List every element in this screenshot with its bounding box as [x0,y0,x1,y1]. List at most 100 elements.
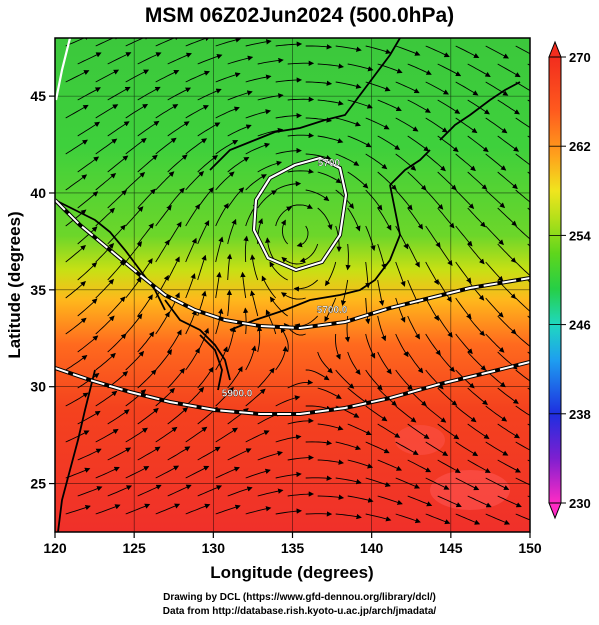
colorbar-tick-label: 238 [569,407,591,422]
y-axis-label: Latitude (degrees) [5,211,24,358]
streamline [155,137,177,155]
streamline [527,63,530,66]
streamline [305,475,333,481]
streamline [467,135,489,153]
streamline [245,109,272,119]
streamline [125,69,150,83]
streamline [280,219,289,245]
streamline [347,423,372,436]
streamline [125,389,147,407]
streamline [317,171,342,184]
streamline [167,121,190,137]
streamline [95,466,120,479]
streamline [527,495,530,498]
streamline [77,262,98,281]
streamline [275,77,303,83]
streamline [249,290,259,317]
streamline [185,237,197,263]
streamline [197,154,219,173]
streamline [365,225,376,251]
streamline [287,168,314,174]
streamline [425,441,449,456]
streamline [515,477,530,486]
streamline [275,41,303,47]
streamline [325,261,337,287]
streamline [287,491,315,497]
streamline [347,99,373,109]
streamline [425,153,446,172]
streamline [215,106,240,119]
streamline [467,99,490,115]
streamline [515,261,530,281]
streamline [280,327,289,353]
graticule [55,38,530,532]
contour-labels: 5700.0 5900.0 5700 [222,158,348,400]
x-axis: 120 125 130 135 140 145 150 [43,532,542,556]
streamline [95,352,116,371]
streamline [167,484,192,497]
streamline [107,409,130,425]
streamline [243,235,249,263]
streamline [305,405,332,411]
streamline [167,256,180,281]
streamline [377,423,401,438]
colorbar-tick-label: 230 [569,496,591,511]
streamline [437,243,453,266]
streamline [65,280,86,299]
streamline [155,239,170,263]
streamline [185,70,210,83]
streamline [65,392,89,407]
streamline [65,70,90,83]
streamline [317,494,345,500]
streamline [287,454,314,461]
streamline [137,188,156,209]
streamline [497,459,522,473]
streamline [197,88,222,101]
streamline [317,387,342,399]
streamline [137,154,158,173]
streamline [185,347,200,371]
streamline [437,279,452,303]
streamline [275,345,288,371]
streamline [215,466,240,479]
streamline [377,243,387,270]
streamline [137,222,154,245]
streamline [243,307,249,335]
streamline [365,333,376,359]
streamline [280,292,306,300]
streamline [107,224,126,245]
contour-label: 5700 [318,158,341,169]
streamline [497,495,522,508]
streamline [125,350,145,371]
streamline [485,333,505,353]
streamline [455,225,473,247]
streamline [455,153,476,172]
coastlines [55,38,521,532]
streamline [467,459,491,473]
streamline [515,189,530,203]
streamline [425,405,447,423]
colorbar-tick-label: 254 [569,228,591,243]
streamline [485,189,506,209]
streamline [227,366,243,389]
streamline [245,39,272,47]
streamline [155,465,180,479]
streamline [167,187,185,209]
streamline [77,486,103,497]
credit-line-1: Drawing by DCL (https://www.gfd-dennou.o… [163,592,436,603]
streamline [249,254,259,281]
streamline [185,503,211,515]
streamline [77,298,98,317]
streamline [77,87,101,101]
contour-label: 5900.0 [222,388,253,399]
colorbar-min-triangle [548,502,562,520]
streamline [107,333,127,353]
streamline [95,243,115,263]
streamline [485,405,508,422]
streamline [155,38,181,47]
streamline [467,387,489,406]
streamline [95,390,118,407]
streamline [107,121,130,137]
x-tick-label: 145 [439,540,463,556]
streamline [437,99,461,114]
